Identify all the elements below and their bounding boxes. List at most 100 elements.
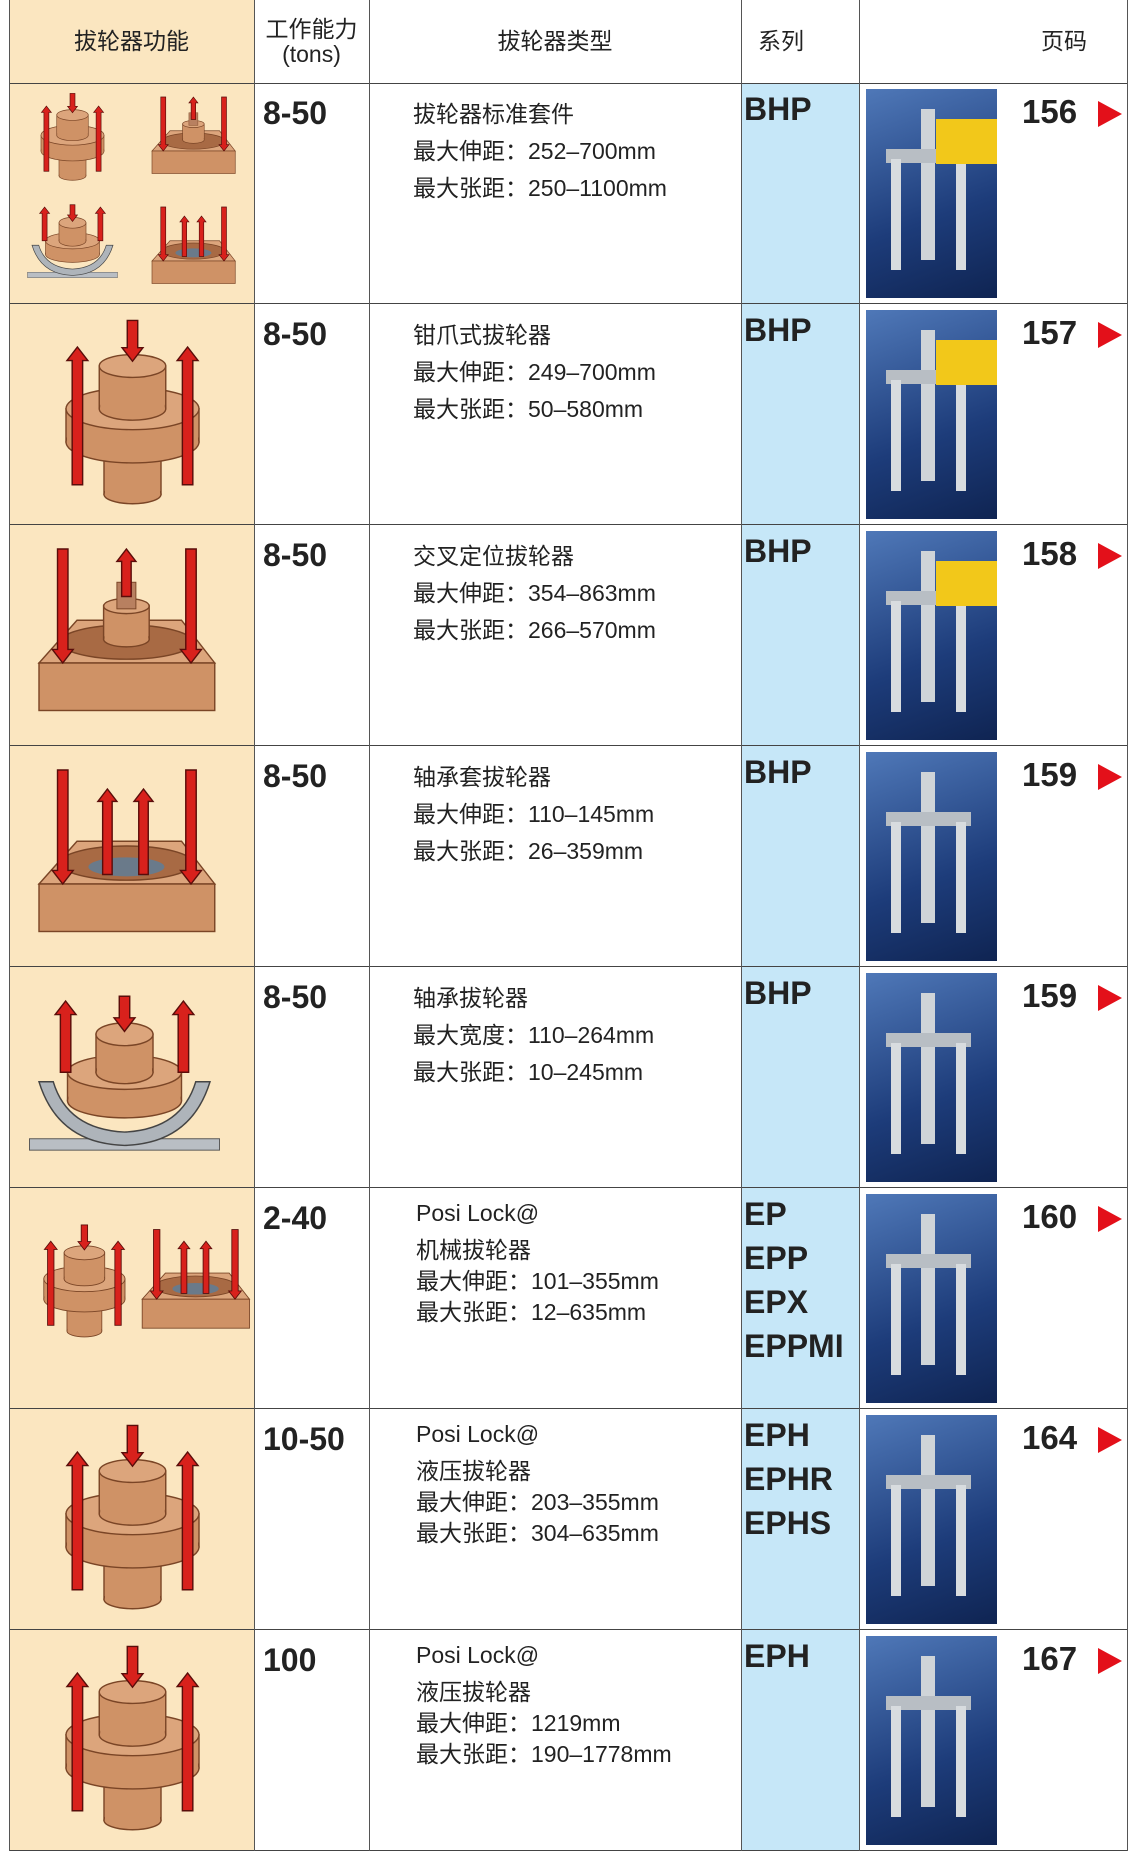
photo-shape	[886, 993, 971, 1154]
product-photo	[866, 89, 997, 298]
capacity: 8-50	[263, 316, 328, 352]
rule	[9, 83, 1127, 84]
function-illustration	[9, 1409, 254, 1630]
page-number: 160	[1022, 1198, 1078, 1235]
capacity: 8-50	[263, 95, 328, 131]
rule	[9, 966, 1127, 967]
type-line: Posi Lock@	[416, 1200, 540, 1226]
type-line: 最大伸距：101–355mm	[416, 1268, 659, 1294]
illustration	[43, 1224, 251, 1338]
series: EPP	[744, 1240, 809, 1276]
type-line: 最大宽度：110–264mm	[413, 1022, 655, 1048]
series: EPPMI	[744, 1328, 844, 1364]
header-series: 系列	[741, 0, 821, 83]
column-rule	[369, 0, 370, 1851]
page-arrow	[1098, 322, 1122, 348]
capacity: 100	[263, 1642, 317, 1678]
type-line: 交叉定位拔轮器	[413, 543, 574, 569]
product-photo	[866, 310, 997, 519]
illustration	[65, 1424, 200, 1610]
function-illustration	[9, 746, 254, 967]
product-photo	[866, 1415, 997, 1624]
header-capacity: 工作能力 (tons)	[254, 0, 369, 83]
header-function: 拔轮器功能	[9, 0, 254, 83]
function-illustration	[9, 967, 254, 1188]
page-arrow	[1098, 1206, 1122, 1232]
type-line: 机械拔轮器	[416, 1237, 531, 1263]
column-rule	[9, 0, 10, 1851]
page-arrow	[1098, 1427, 1122, 1453]
header-page: 页码	[859, 0, 1127, 83]
type-line: 钳爪式拔轮器	[413, 322, 551, 348]
page-number: 156	[1022, 93, 1078, 130]
type-line: 最大张距：190–1778mm	[416, 1741, 672, 1767]
series: EPHR	[744, 1461, 833, 1497]
column-rule	[254, 0, 255, 1851]
page-arrow	[1098, 1648, 1122, 1674]
column-rule	[1127, 0, 1128, 1851]
illustration	[65, 319, 200, 505]
function-illustration	[9, 1630, 254, 1851]
page-arrow	[1098, 543, 1122, 569]
type-line: 最大伸距：110–145mm	[413, 801, 655, 827]
rule	[9, 524, 1127, 525]
photo-shape	[886, 109, 997, 270]
photo-shape	[886, 330, 997, 491]
type-line: 液压拔轮器	[416, 1679, 531, 1705]
type-line: 最大伸距：1219mm	[416, 1710, 621, 1736]
type-line: 最大张距：304–635mm	[416, 1520, 659, 1546]
rule	[9, 745, 1127, 746]
photo-shape	[886, 772, 971, 933]
rule	[9, 1629, 1127, 1630]
page-number: 167	[1022, 1640, 1078, 1677]
page-arrow	[1098, 101, 1122, 127]
header-type: 拔轮器类型	[497, 28, 613, 55]
illustration	[27, 93, 236, 284]
series: BHP	[744, 975, 812, 1011]
column-rule	[741, 0, 742, 1851]
series: EPX	[744, 1284, 809, 1320]
capacity: 8-50	[263, 537, 328, 573]
function-illustration	[9, 525, 254, 746]
type-line: 最大张距：50–580mm	[413, 396, 644, 422]
photo-shape	[886, 1435, 971, 1596]
product-photo	[866, 973, 997, 1182]
type-line: 最大张距：266–570mm	[413, 617, 656, 643]
page-number: 159	[1022, 756, 1078, 793]
photo-shape	[886, 551, 997, 712]
type-line: 轴承套拔轮器	[413, 764, 551, 790]
photo-shape	[886, 1214, 971, 1375]
series: EPHS	[744, 1505, 832, 1541]
series: BHP	[744, 312, 812, 348]
capacity: 2-40	[263, 1200, 328, 1236]
series: EPH	[744, 1638, 810, 1674]
function-illustration	[9, 1188, 254, 1409]
rule	[9, 1408, 1127, 1409]
capacity-label: 工作能力	[265, 16, 358, 43]
type-line: 最大张距：26–359mm	[413, 838, 644, 864]
type-line: 拔轮器标准套件	[413, 101, 574, 127]
series: BHP	[744, 91, 812, 127]
illustration	[65, 1645, 200, 1831]
type-line: 最大张距：12–635mm	[416, 1299, 647, 1325]
series-column	[741, 0, 859, 1851]
capacity: 8-50	[263, 758, 328, 794]
type-line: Posi Lock@	[416, 1421, 540, 1447]
illustration	[37, 769, 217, 933]
product-photo	[866, 531, 997, 740]
type-line: 最大伸距：249–700mm	[413, 359, 656, 385]
type-line: 最大伸距：252–700mm	[413, 138, 656, 164]
page-arrow	[1098, 764, 1122, 790]
type-line: 液压拔轮器	[416, 1458, 531, 1484]
capacity: 10-50	[263, 1421, 345, 1457]
page-arrow	[1098, 985, 1122, 1011]
page-number: 159	[1022, 977, 1078, 1014]
illustration	[29, 995, 220, 1151]
capacity-unit: (tons)	[282, 40, 341, 67]
illustration	[37, 547, 217, 712]
series: BHP	[744, 533, 812, 569]
photo-shape	[886, 1656, 971, 1817]
series: EPH	[744, 1417, 810, 1453]
function-illustration	[9, 83, 254, 304]
